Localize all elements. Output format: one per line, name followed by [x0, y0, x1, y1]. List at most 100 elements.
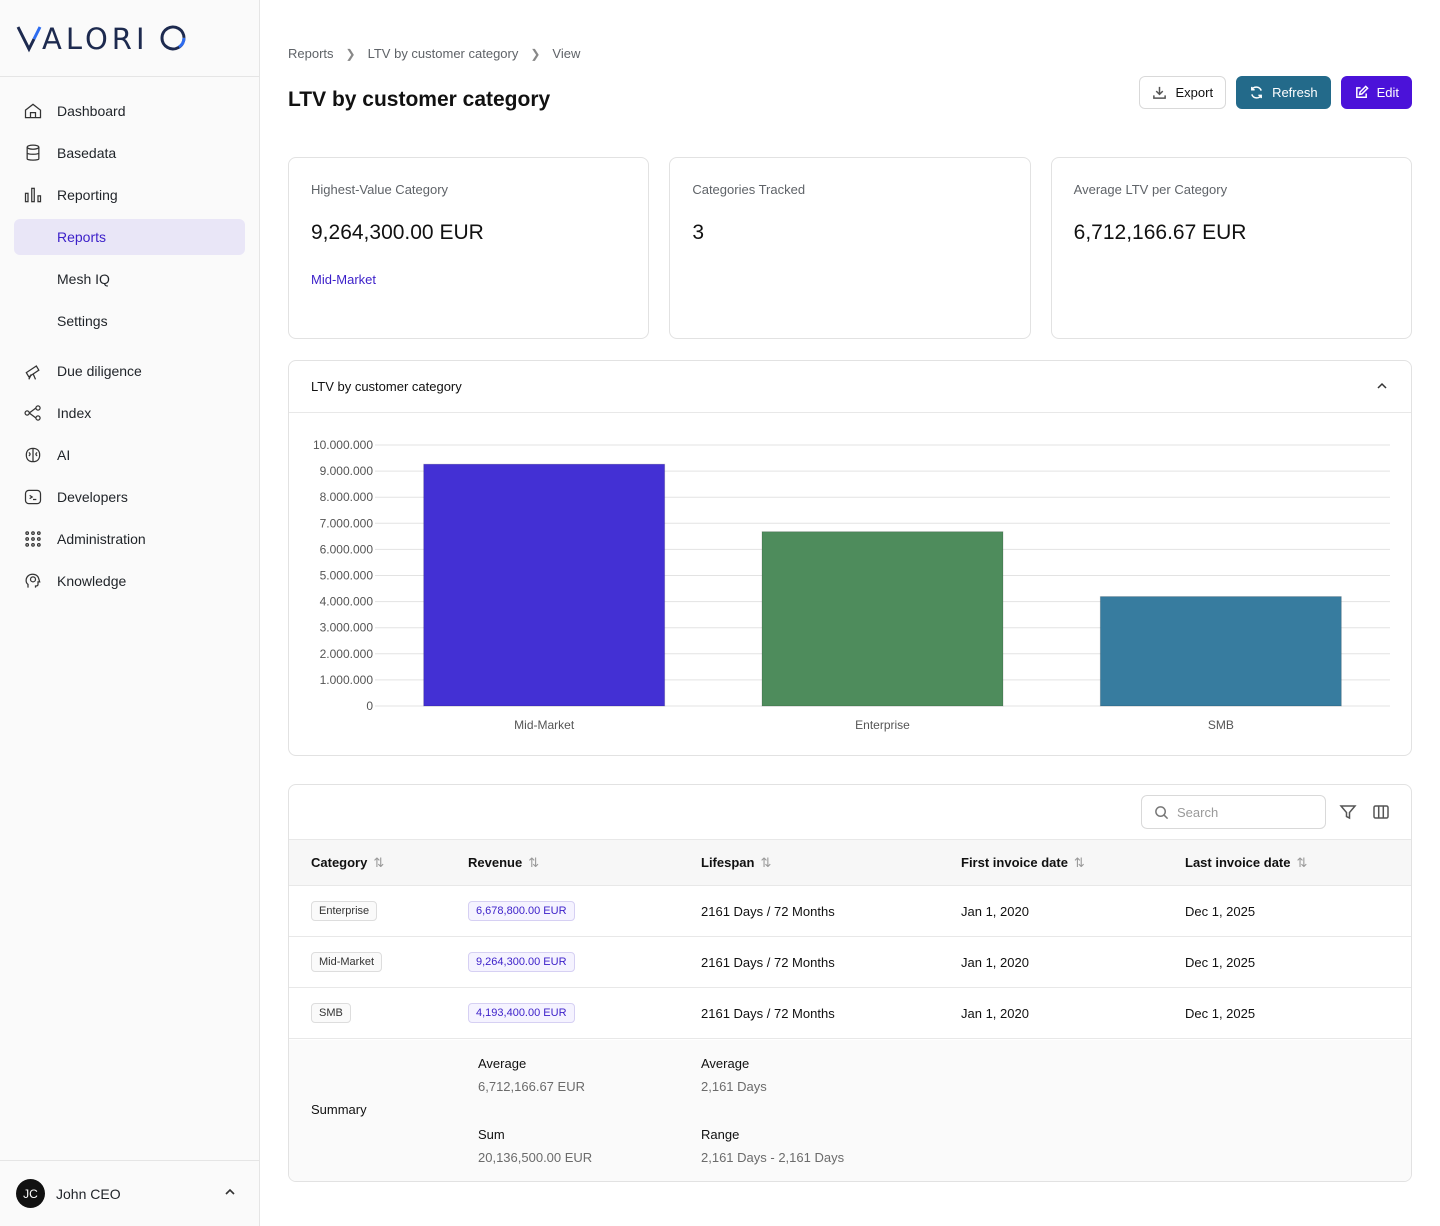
head-icon [22, 570, 44, 592]
y-tick-label: 7.000.000 [320, 516, 374, 530]
summary-revenue-sum: Sum 20,136,500.00 EUR [478, 1127, 592, 1165]
chevron-right-icon: ❯ [530, 46, 541, 61]
refresh-button[interactable]: Refresh [1236, 76, 1331, 109]
summary-stat-label: Average [478, 1056, 527, 1071]
category-tag: Mid-Market [311, 952, 383, 972]
cell-first-invoice: Jan 1, 2020 [939, 885, 1163, 937]
table-summary: Summary Average 6,712,166.67 EUR Sum 20,… [289, 1040, 1411, 1181]
y-tick-label: 4.000.000 [320, 595, 374, 609]
sidebar-item-knowledge[interactable]: Knowledge [14, 563, 245, 599]
edit-label: Edit [1376, 85, 1399, 100]
y-tick-label: 1.000.000 [320, 673, 374, 687]
kpi-card-average-ltv: Average LTV per Category 6,712,166.67 EU… [1050, 157, 1412, 339]
cell-last-invoice: Dec 1, 2025 [1163, 885, 1411, 937]
x-tick-label: Mid-Market [514, 718, 575, 732]
edit-icon [1355, 85, 1369, 98]
user-menu[interactable]: JC John CEO [0, 1160, 259, 1226]
sidebar-item-reports[interactable]: Reports [14, 219, 245, 255]
network-icon [22, 402, 44, 424]
column-header-last-invoice[interactable]: Last invoice date ⇅ [1163, 840, 1411, 886]
export-button[interactable]: Export [1139, 76, 1227, 109]
sidebar-item-label: Settings [57, 313, 108, 329]
sidebar-item-index[interactable]: Index [14, 395, 245, 431]
column-header-lifespan[interactable]: Lifespan ⇅ [679, 840, 939, 886]
bar-smb[interactable] [1099, 596, 1342, 707]
column-header-revenue[interactable]: Revenue ⇅ [446, 840, 679, 886]
sidebar-item-dashboard[interactable]: Dashboard [14, 93, 245, 129]
columns-icon[interactable] [1372, 803, 1390, 821]
y-tick-label: 3.000.000 [320, 621, 374, 635]
kpi-cards: Highest-Value Category 9,264,300.00 EUR … [288, 157, 1412, 339]
chevron-up-icon[interactable] [223, 1185, 237, 1199]
main-content: Reports ❯ LTV by customer category ❯ Vie… [260, 0, 1440, 1226]
logo[interactable]: ALORI [0, 0, 259, 77]
breadcrumb-reports[interactable]: Reports [288, 46, 334, 61]
sidebar-item-settings[interactable]: Settings [14, 303, 245, 339]
y-tick-label: 8.000.000 [320, 490, 374, 504]
summary-lifespan-range: Range 2,161 Days - 2,161 Days [701, 1127, 844, 1165]
table-row[interactable]: Mid-Market 9,264,300.00 EUR 2161 Days / … [289, 936, 1411, 988]
page-title: LTV by customer category [288, 88, 551, 111]
revenue-tag: 6,678,800.00 EUR [468, 901, 575, 921]
search-icon [1155, 805, 1169, 819]
sort-icon[interactable]: ⇅ [1073, 854, 1085, 870]
summary-stat-value: 20,136,500.00 EUR [478, 1150, 593, 1165]
sidebar-item-label: Index [57, 405, 92, 421]
user-name: John CEO [56, 1185, 121, 1202]
refresh-label: Refresh [1272, 85, 1318, 100]
home-icon [22, 100, 44, 122]
table-row[interactable]: Enterprise 6,678,800.00 EUR 2161 Days / … [289, 885, 1411, 937]
search-input[interactable] [1177, 804, 1317, 820]
kpi-card-highest-value: Highest-Value Category 9,264,300.00 EUR … [288, 157, 650, 339]
edit-button[interactable]: Edit [1340, 76, 1412, 109]
column-label: Last invoice date [1185, 854, 1291, 870]
search-box[interactable] [1141, 795, 1326, 829]
sort-icon[interactable]: ⇅ [373, 854, 385, 870]
sidebar-item-administration[interactable]: Administration [14, 521, 245, 557]
summary-stat-value: 6,712,166.67 EUR [478, 1079, 585, 1094]
summary-stat-label: Average [701, 1056, 750, 1071]
chart-panel: LTV by customer category 0 1.000.000 2.000… [288, 360, 1412, 756]
kpi-value: 6,712,166.67 EUR [1073, 221, 1247, 244]
cell-lifespan: 2161 Days / 72 Months [679, 987, 939, 1039]
column-header-category[interactable]: Category ⇅ [289, 840, 446, 886]
sidebar-item-label: Knowledge [57, 573, 127, 589]
cell-revenue: 9,264,300.00 EUR [446, 936, 679, 988]
kpi-label: Average LTV per Category [1073, 182, 1228, 197]
sort-icon[interactable]: ⇅ [760, 854, 772, 870]
column-header-first-invoice[interactable]: First invoice date ⇅ [939, 840, 1163, 886]
cell-lifespan: 2161 Days / 72 Months [679, 885, 939, 937]
nav-spacer [14, 345, 245, 353]
kpi-category-link[interactable]: Mid-Market [311, 272, 377, 287]
sidebar-item-reporting[interactable]: Reporting [14, 177, 245, 213]
breadcrumb-report[interactable]: LTV by customer category [367, 46, 519, 61]
data-table-panel: Category ⇅ Revenue ⇅ Lifespan ⇅ First invoi… [288, 784, 1412, 1182]
category-tag: SMB [311, 1003, 351, 1023]
sidebar-item-label: Dashboard [57, 103, 126, 119]
sidebar-item-ai[interactable]: AI [14, 437, 245, 473]
filter-icon[interactable] [1339, 803, 1357, 821]
y-tick-label: 0 [366, 699, 373, 713]
svg-text:ALORI: ALORI [42, 23, 149, 53]
sidebar: ALORI Dashboard Basedata Reporting Repor… [0, 0, 260, 1226]
download-icon [1153, 86, 1167, 99]
kpi-label: Highest-Value Category [311, 182, 449, 197]
table-row[interactable]: SMB 4,193,400.00 EUR 2161 Days / 72 Mont… [289, 987, 1411, 1039]
sidebar-item-basedata[interactable]: Basedata [14, 135, 245, 171]
sidebar-item-mesh-iq[interactable]: Mesh IQ [14, 261, 245, 297]
revenue-tag: 9,264,300.00 EUR [468, 952, 575, 972]
sort-icon[interactable]: ⇅ [1296, 854, 1308, 870]
bar-enterprise[interactable] [761, 531, 1004, 707]
revenue-tag: 4,193,400.00 EUR [468, 1003, 575, 1023]
telescope-icon [22, 360, 44, 382]
chevron-up-icon[interactable] [1375, 379, 1389, 393]
bar-mid-market[interactable] [423, 463, 666, 707]
summary-lifespan-average: Average 2,161 Days [701, 1056, 767, 1094]
summary-label: Summary [311, 1102, 367, 1117]
refresh-icon [1251, 86, 1262, 99]
sort-icon[interactable]: ⇅ [528, 854, 540, 870]
y-tick-label: 9.000.000 [320, 464, 374, 478]
sidebar-item-developers[interactable]: Developers [14, 479, 245, 515]
sidebar-item-due-diligence[interactable]: Due diligence [14, 353, 245, 389]
chart-panel-header[interactable]: LTV by customer category [289, 361, 1411, 413]
